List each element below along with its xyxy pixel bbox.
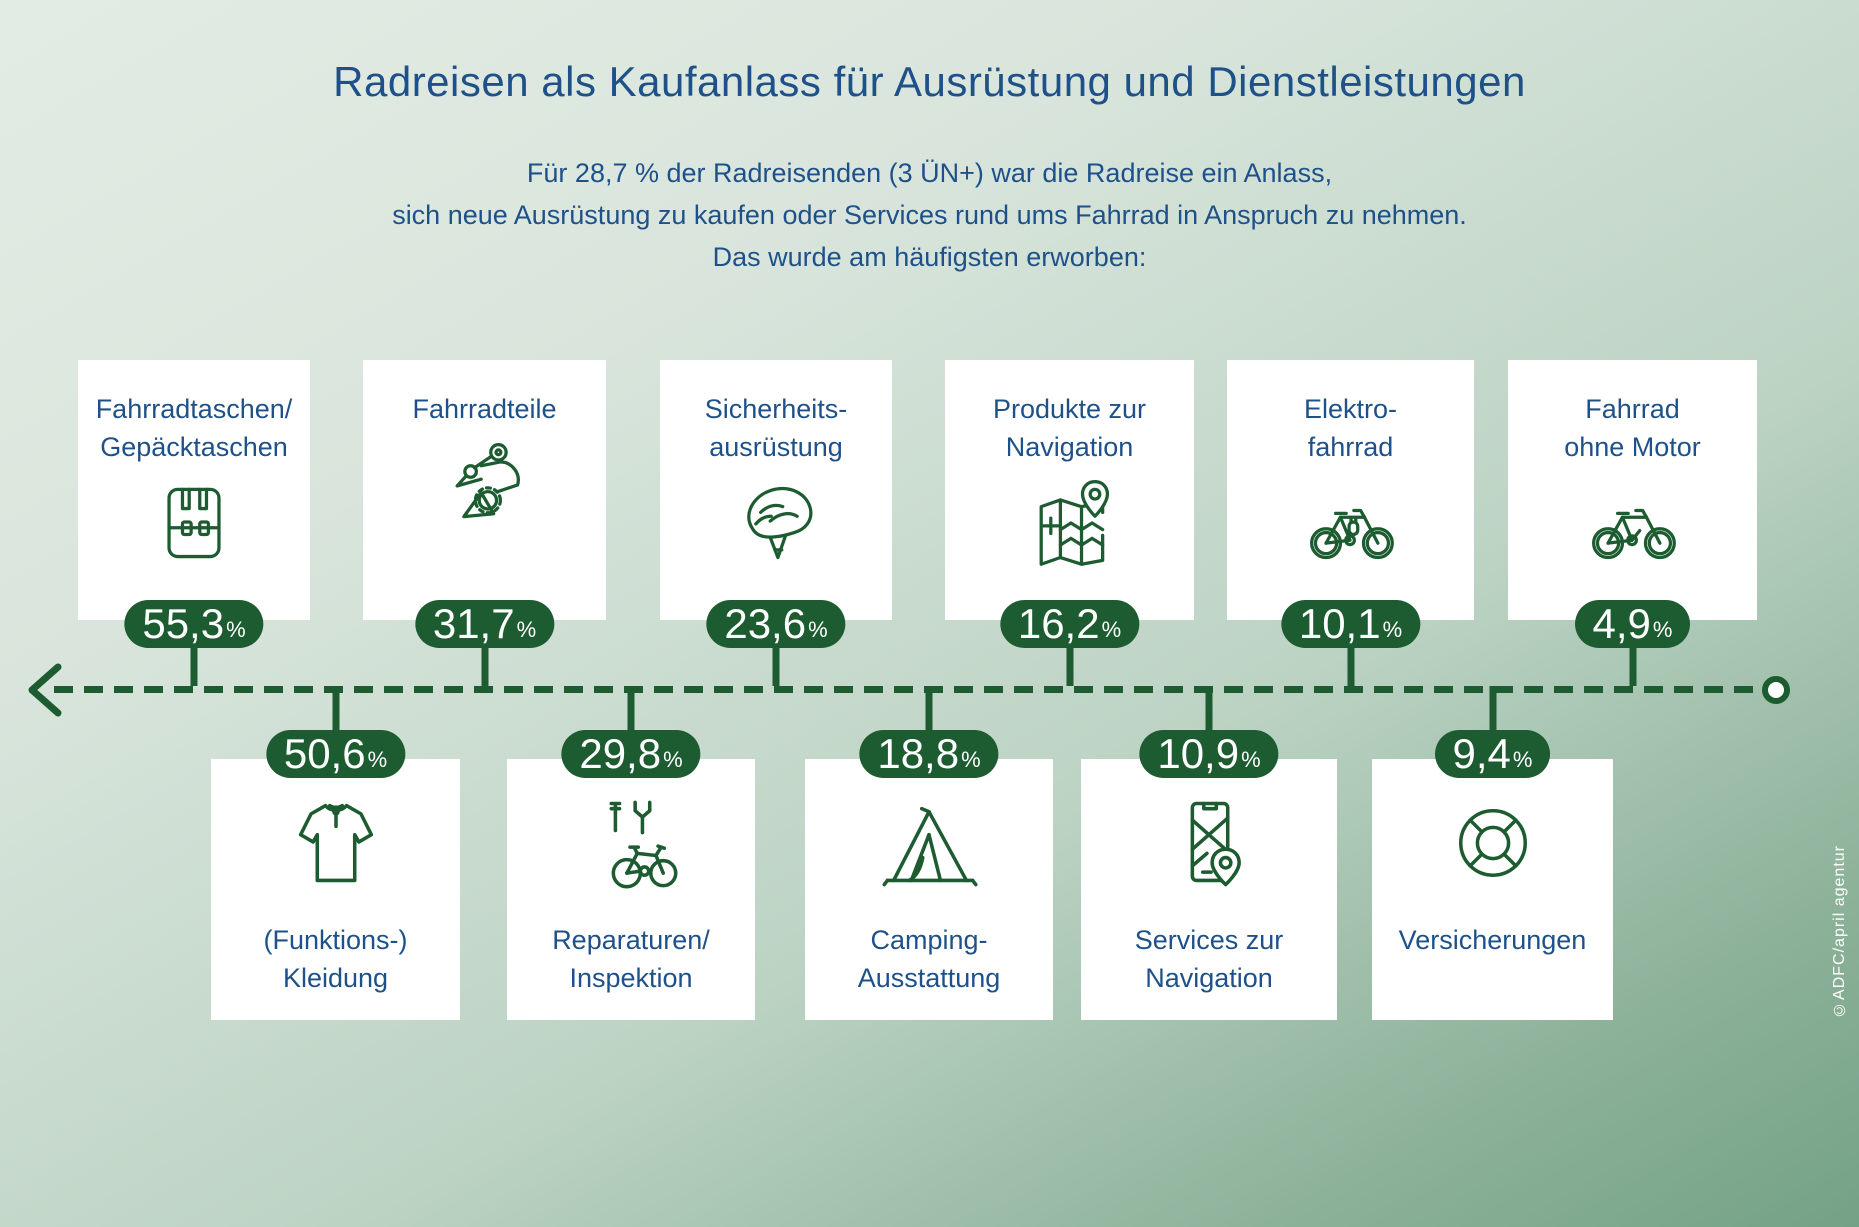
jersey-icon [298, 803, 373, 883]
item-label: Fahrrad ohne Motor [1564, 394, 1701, 462]
connector-stem [481, 646, 488, 686]
value-badge: 29,8 % [561, 730, 701, 778]
percent-sign: % [226, 617, 246, 642]
value-badge: 55,3 % [124, 600, 264, 648]
subtitle-line-2: sich neue Ausrüstung zu kaufen oder Serv… [392, 200, 1467, 230]
value-badge: 16,2 % [999, 600, 1140, 648]
phone-navigation-icon [1190, 801, 1241, 887]
percent-sign: % [1382, 617, 1403, 642]
timeline-arrow-left-icon [28, 663, 62, 717]
item-label: Reparaturen/ Inspektion [552, 925, 710, 993]
page-title: Radreisen als Kaufanlass für Ausrüstung … [333, 58, 1526, 105]
badge-value: 10,1 [1298, 600, 1381, 647]
percent-sign: % [1652, 617, 1673, 642]
item-card: Produkte zur Navigation [945, 360, 1194, 620]
percent-sign: % [808, 617, 828, 642]
item-column-reparaturen: 29,8 % Reparaturen/ Inspektion [507, 686, 755, 1020]
percent-sign: % [1101, 617, 1122, 642]
repair-icon [609, 800, 678, 889]
badge-value: 23,6 [724, 600, 807, 647]
item-column-versicherungen: 9,4 % Versicherungen [1372, 686, 1613, 1020]
item-label: Elektro- fahrrad [1303, 394, 1398, 462]
bicycle-icon [1591, 508, 1676, 560]
timeline-end-dot [1762, 676, 1790, 704]
item-column-camping: 18,8 % Camping- Ausstattung [805, 686, 1053, 1020]
derailleur-icon [455, 443, 520, 519]
tent-icon [882, 806, 978, 887]
connector-stem [1066, 646, 1073, 686]
badge-value: 31,7 [432, 600, 515, 647]
pannier-bag-icon [167, 487, 221, 559]
lifering-icon [1458, 808, 1527, 878]
subtitle-line-3: Das wurde am häufigsten erworben: [712, 242, 1147, 272]
credit-text: ©ADFC/april agentur [1831, 845, 1848, 1018]
value-badge: 10,9 % [1139, 730, 1279, 778]
connector-stem [925, 686, 933, 736]
timeline-axis [54, 686, 1762, 693]
subtitle-line-1: Für 28,7 % der Radreisenden (3 ÜN+) war … [526, 158, 1333, 188]
connector-stem [190, 646, 198, 686]
item-card: Fahrradteile [363, 360, 606, 620]
value-badge: 9,4 % [1434, 730, 1551, 778]
item-column-fahrrad-ohne-motor: Fahrrad ohne Motor 4,9 % [1508, 360, 1757, 686]
badge-value: 18,8 [877, 730, 960, 777]
connector-stem [1629, 646, 1636, 686]
item-card: Services zur Navigation [1081, 759, 1337, 1020]
item-label: Services zur Navigation [1134, 925, 1284, 993]
connector-stem [332, 686, 339, 736]
ebike-icon [1309, 508, 1394, 560]
connector-stem [1347, 646, 1354, 686]
percent-sign: % [516, 617, 537, 642]
value-badge: 10,1 % [1280, 600, 1421, 648]
subtitle: Für 28,7 % der Radreisenden (3 ÜN+) war … [0, 152, 1859, 278]
item-card: Elektro- fahrrad [1227, 360, 1474, 620]
badge-value: 50,6 [283, 730, 366, 777]
item-label: Fahrradteile [412, 394, 557, 424]
item-card: Versicherungen [1372, 759, 1613, 1020]
item-label: Fahrradtaschen/ Gepäcktaschen [95, 394, 293, 462]
badge-value: 16,2 [1017, 600, 1100, 647]
item-label: Sicherheits- ausrüstung [704, 394, 848, 462]
item-column-produkte-navigation: Produkte zur Navigation 16,2 % [945, 360, 1194, 686]
item-card: Sicherheits- ausrüstung [660, 360, 892, 620]
item-column-services-navigation: 10,9 % Services zur Navigation [1081, 686, 1337, 1020]
badge-value: 9,4 [1452, 730, 1511, 777]
item-card: Camping- Ausstattung [805, 759, 1053, 1020]
badge-value: 29,8 [579, 730, 662, 777]
item-label: Camping- Ausstattung [857, 925, 1001, 993]
item-column-sicherheitsausruestung: Sicherheits- ausrüstung 23,6 % [660, 360, 892, 686]
percent-sign: % [1241, 747, 1261, 772]
item-label: Produkte zur Navigation [992, 394, 1147, 462]
badge-value: 4,9 [1592, 600, 1651, 647]
value-badge: 23,6 % [706, 600, 846, 648]
item-card: Reparaturen/ Inspektion [507, 759, 755, 1020]
badge-value: 10,9 [1157, 730, 1240, 777]
connector-stem [772, 646, 780, 686]
item-card: (Funktions-) Kleidung [211, 759, 460, 1020]
item-column-fahrradtaschen: Fahrradtaschen/ Gepäcktaschen 55,3 % [78, 360, 310, 686]
badge-value: 55,3 [142, 600, 225, 647]
connector-stem [1205, 686, 1213, 736]
item-card: Fahrradtaschen/ Gepäcktaschen [78, 360, 310, 620]
value-badge: 4,9 % [1574, 600, 1691, 648]
percent-sign: % [1512, 747, 1533, 772]
percent-sign: % [961, 747, 981, 772]
percent-sign: % [367, 747, 388, 772]
percent-sign: % [663, 747, 683, 772]
map-icon [1039, 480, 1109, 566]
connector-stem [627, 686, 635, 736]
connector-stem [1489, 686, 1496, 736]
item-card: Fahrrad ohne Motor [1508, 360, 1757, 620]
value-badge: 31,7 % [414, 600, 555, 648]
value-badge: 50,6 % [265, 730, 406, 778]
value-badge: 18,8 % [859, 730, 999, 778]
item-label: (Funktions-) Kleidung [263, 925, 408, 993]
item-column-kleidung: 50,6 % (Funktions-) Kleidung [211, 686, 460, 1020]
item-column-elektrofahrrad: Elektro- fahrrad 10,1 % [1227, 360, 1474, 686]
item-label: Versicherungen [1398, 925, 1587, 955]
item-column-fahrradteile: Fahrradteile 31,7 % [363, 360, 606, 686]
helmet-icon [747, 487, 813, 560]
